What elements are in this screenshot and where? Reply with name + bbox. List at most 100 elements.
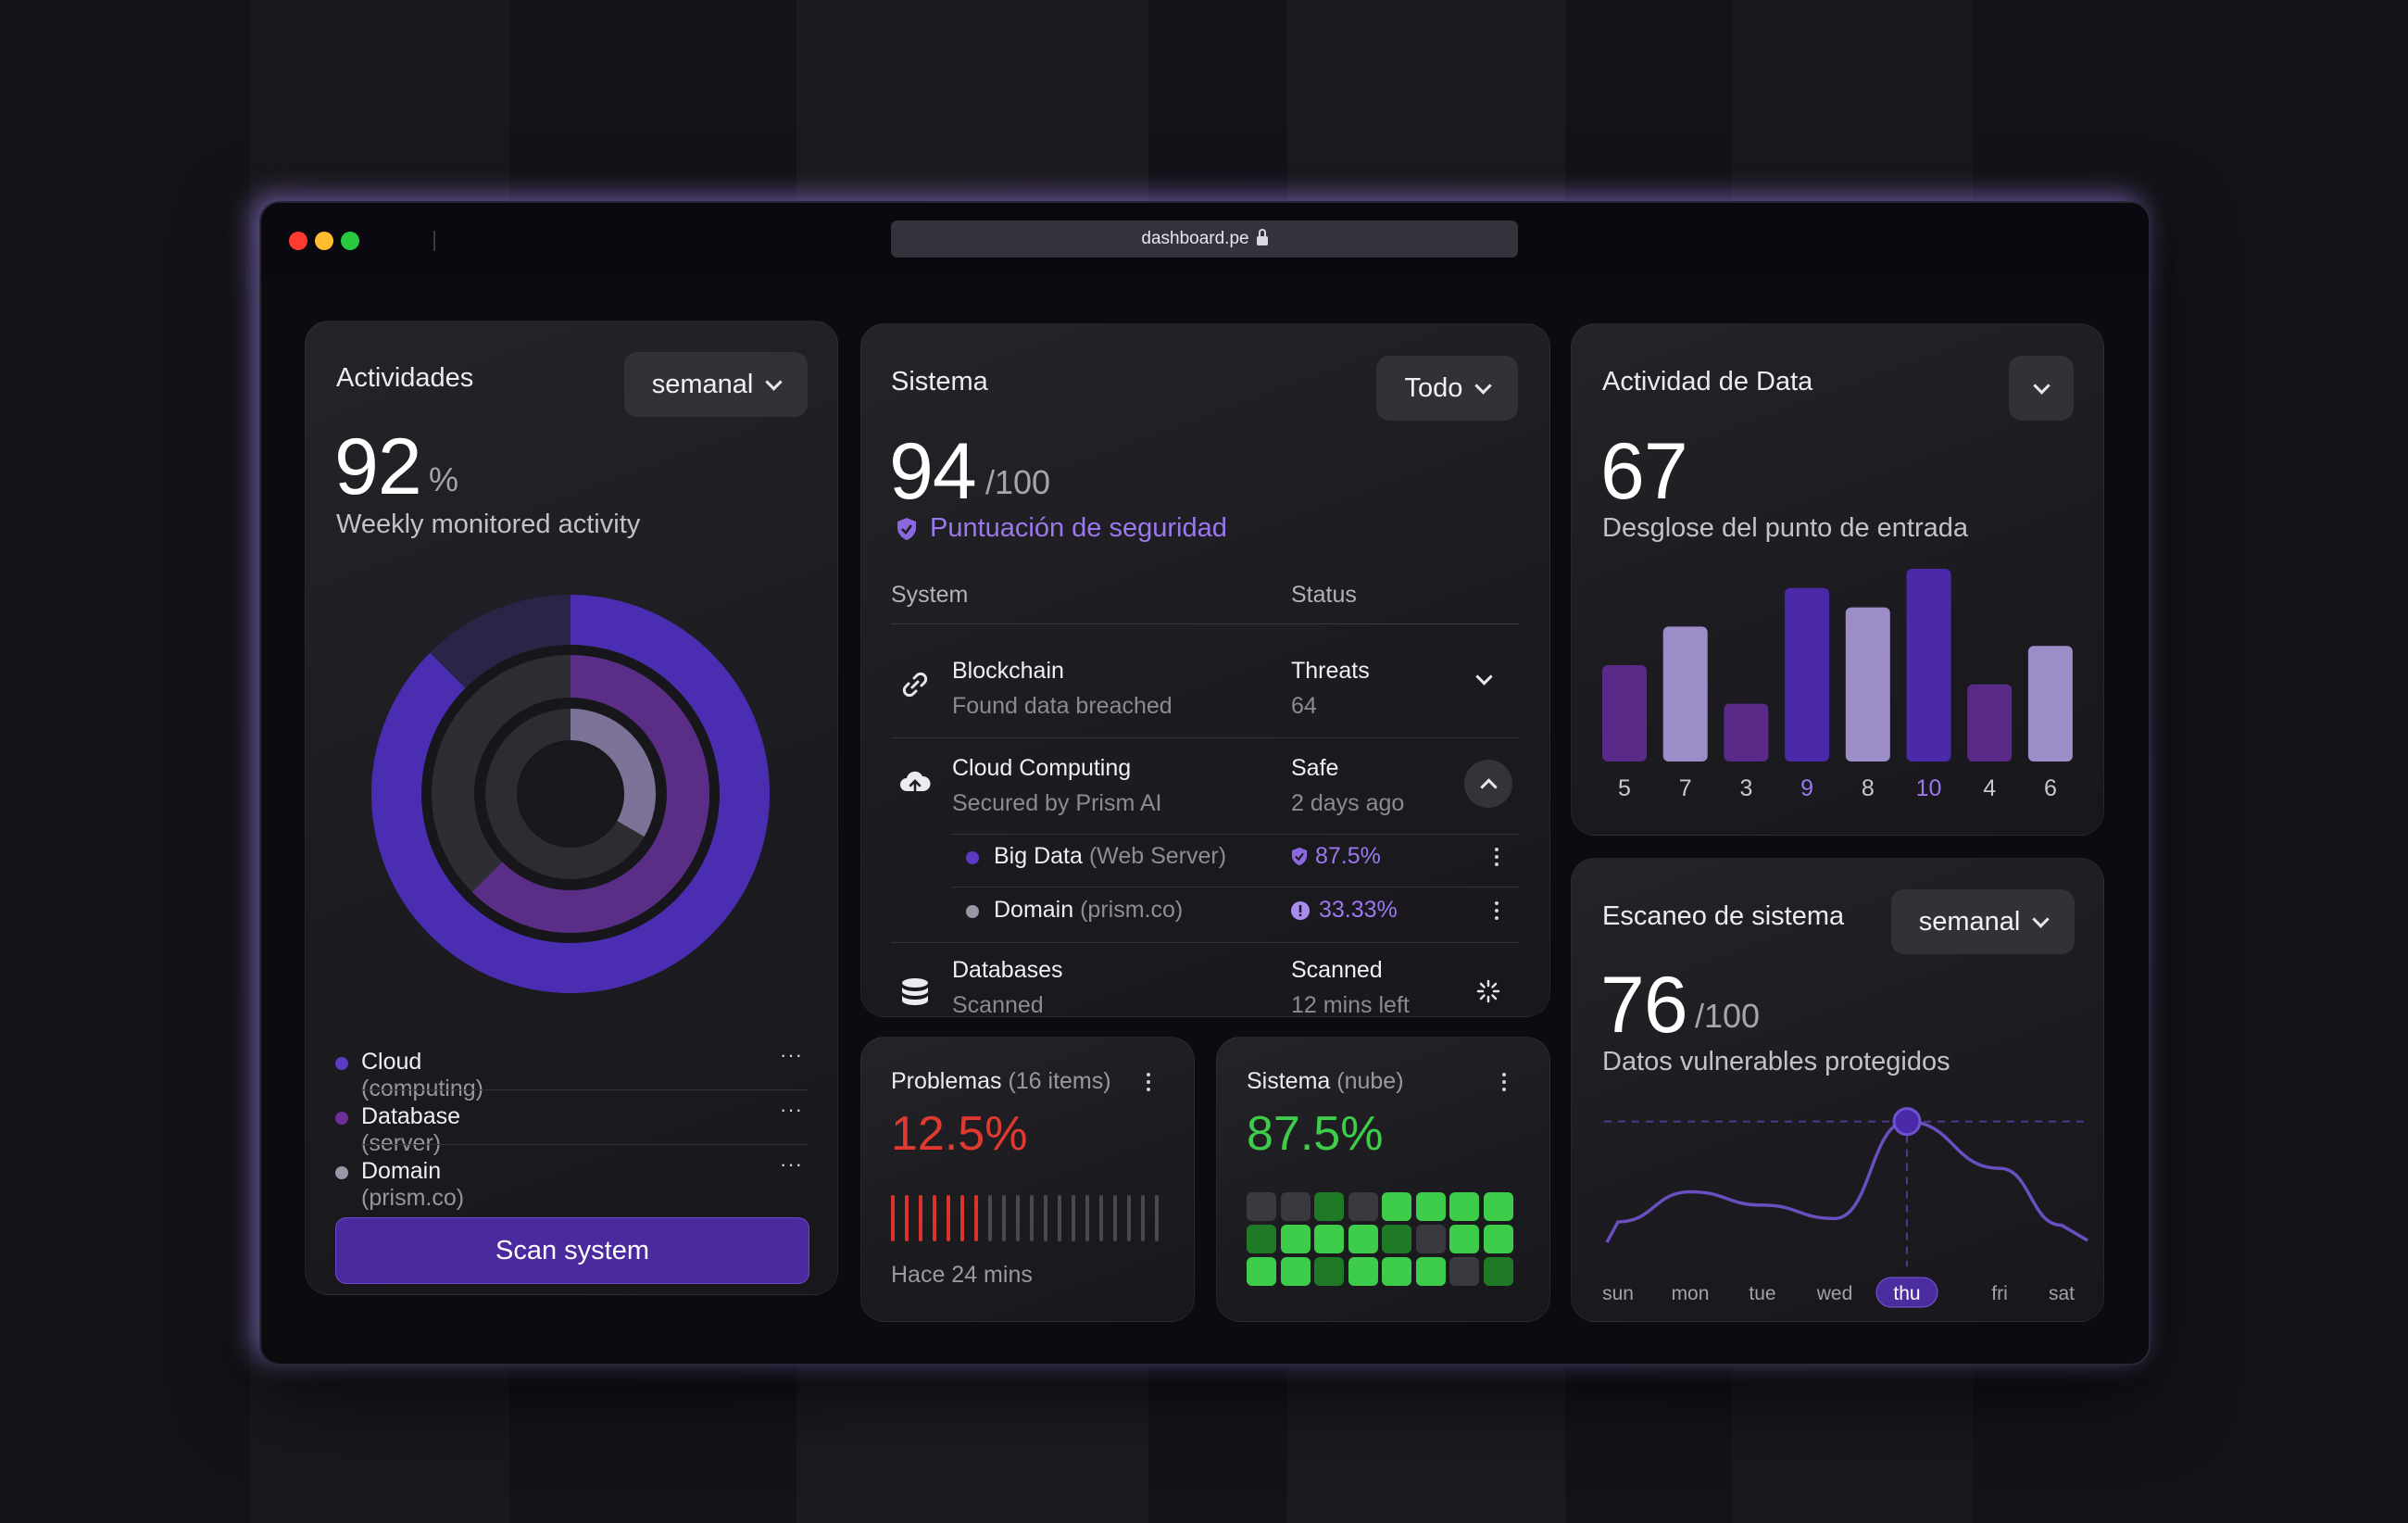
- day-label-tue[interactable]: tue: [1749, 1283, 1775, 1304]
- bar-label-6: 6: [2044, 775, 2057, 801]
- row-status-detail: 12 mins left: [1291, 992, 1410, 1017]
- minimize-window-button[interactable]: [315, 232, 333, 250]
- legend-label: Cloud (computing): [361, 1049, 483, 1101]
- collapse-row-button[interactable]: [1464, 760, 1512, 808]
- grid-cell: [1483, 1225, 1513, 1253]
- selected-day-pill[interactable]: [1875, 1277, 1938, 1308]
- scan-period-dropdown[interactable]: semanal: [1891, 889, 2075, 954]
- row-divider: [891, 942, 1519, 943]
- row-title: Databases: [952, 957, 1063, 983]
- bar-4: [1967, 684, 2013, 762]
- bar-label-3: 3: [1739, 775, 1752, 801]
- problem-tick: [905, 1195, 909, 1241]
- ring-core: [519, 742, 622, 846]
- scan-period-label: semanal: [1918, 906, 2021, 937]
- bar-label-10: 10: [1916, 775, 1942, 801]
- system-filter-dropdown[interactable]: Todo: [1376, 356, 1518, 421]
- problem-tick: [919, 1195, 922, 1241]
- security-score-value: 94: [889, 427, 977, 516]
- bar-label-9: 9: [1800, 775, 1813, 801]
- database-ring-arc: [432, 655, 709, 933]
- more-options-icon[interactable]: [1147, 1073, 1150, 1091]
- activities-card: Actividades semanal 92 % Weekly monitore…: [305, 321, 838, 1295]
- grid-cell: [1415, 1192, 1446, 1221]
- problems-title: Problemas (16 items): [891, 1068, 1111, 1094]
- day-label-wed[interactable]: wed: [1816, 1283, 1853, 1304]
- lock-icon: [1256, 229, 1268, 245]
- problem-tick: [1141, 1195, 1145, 1241]
- activities-period-dropdown[interactable]: semanal: [624, 352, 808, 417]
- grid-cell: [1247, 1257, 1276, 1286]
- cloud-system-value: 87.5%: [1247, 1107, 1384, 1161]
- more-options-icon[interactable]: [1495, 901, 1499, 920]
- more-options-icon[interactable]: [1495, 848, 1499, 866]
- problems-value: 12.5%: [891, 1107, 1028, 1161]
- bar-8: [1845, 607, 1890, 762]
- database-icon: [902, 978, 928, 1005]
- data-activity-title: Actividad de Data: [1602, 367, 1813, 396]
- day-label-thu[interactable]: thu: [1893, 1283, 1920, 1304]
- scan-value-max: /100: [1695, 997, 1761, 1035]
- row-status: Threats: [1291, 658, 1370, 684]
- more-options-icon[interactable]: ···: [780, 1152, 803, 1176]
- problem-tick: [960, 1195, 964, 1241]
- grid-cell: [1247, 1192, 1276, 1221]
- problem-tick: [1127, 1195, 1131, 1241]
- problem-tick: [1099, 1195, 1103, 1241]
- maximize-window-button[interactable]: [341, 232, 359, 250]
- bar-label-7: 7: [1679, 775, 1692, 801]
- security-score-label-row: Puntuación de seguridad: [897, 513, 1227, 544]
- header-divider: [891, 623, 1519, 624]
- url-bar[interactable]: dashboard.pe: [891, 220, 1518, 258]
- day-label-sun[interactable]: sun: [1602, 1283, 1634, 1304]
- problem-tick: [1002, 1195, 1006, 1241]
- more-options-icon[interactable]: ···: [780, 1098, 803, 1121]
- scan-title: Escaneo de sistema: [1602, 901, 1845, 931]
- problems-card: Problemas (16 items) 12.5% Hace 24 mins: [860, 1037, 1195, 1322]
- data-activity-dropdown[interactable]: [2009, 356, 2074, 421]
- titlebar-divider: [433, 231, 435, 251]
- grid-cell: [1415, 1257, 1446, 1286]
- legend-divider: [361, 1144, 808, 1145]
- alert-icon: [1291, 900, 1310, 920]
- day-label-sat[interactable]: sat: [2049, 1283, 2075, 1304]
- system-title: Sistema: [891, 367, 988, 396]
- scan-system-button[interactable]: Scan system: [335, 1217, 809, 1284]
- system-scan-card: Escaneo de sistema semanal 76 /100 Datos…: [1571, 858, 2104, 1322]
- bar-3: [1724, 703, 1769, 762]
- grid-cell: [1483, 1257, 1513, 1286]
- browser-window: dashboard.pe Actividades semanal 92 % We…: [259, 201, 2151, 1366]
- row-subtitle: Found data breached: [952, 693, 1173, 719]
- more-options-icon[interactable]: [1502, 1073, 1506, 1091]
- problem-tick: [1044, 1195, 1047, 1241]
- problems-tick-bar: [891, 1195, 1169, 1241]
- bar-label-4: 4: [1983, 775, 1996, 801]
- link-icon: [902, 672, 928, 698]
- activities-title: Actividades: [336, 363, 474, 393]
- day-label-fri[interactable]: fri: [1991, 1283, 2008, 1304]
- expand-row-button[interactable]: [1475, 668, 1493, 686]
- grid-cell: [1483, 1192, 1513, 1221]
- system-filter-label: Todo: [1404, 372, 1463, 403]
- bar-label-5: 5: [1618, 775, 1631, 801]
- row-status: Scanned: [1291, 957, 1383, 983]
- close-window-button[interactable]: [289, 232, 307, 250]
- domain-ring-arc: [485, 709, 656, 879]
- loading-spinner-icon: [1476, 979, 1500, 1003]
- grid-cell: [1449, 1225, 1479, 1253]
- problem-tick: [974, 1195, 978, 1241]
- url-text: dashboard.pe: [1141, 229, 1249, 248]
- more-options-icon[interactable]: ···: [780, 1043, 803, 1066]
- row-title: Cloud Computing: [952, 755, 1132, 781]
- grid-cell: [1348, 1225, 1378, 1253]
- row-divider: [891, 737, 1519, 738]
- problem-tick: [891, 1195, 895, 1241]
- data-activity-value: 67: [1600, 427, 1688, 516]
- column-header-status: Status: [1291, 582, 1357, 608]
- scan-line-chart: sun mon tue wed thu fri sat: [1602, 1107, 2088, 1308]
- bar-10: [1906, 569, 1951, 762]
- problem-tick: [1016, 1195, 1020, 1241]
- legend-divider: [361, 1089, 808, 1090]
- day-label-mon[interactable]: mon: [1672, 1283, 1710, 1304]
- selected-point[interactable]: [1892, 1107, 1922, 1137]
